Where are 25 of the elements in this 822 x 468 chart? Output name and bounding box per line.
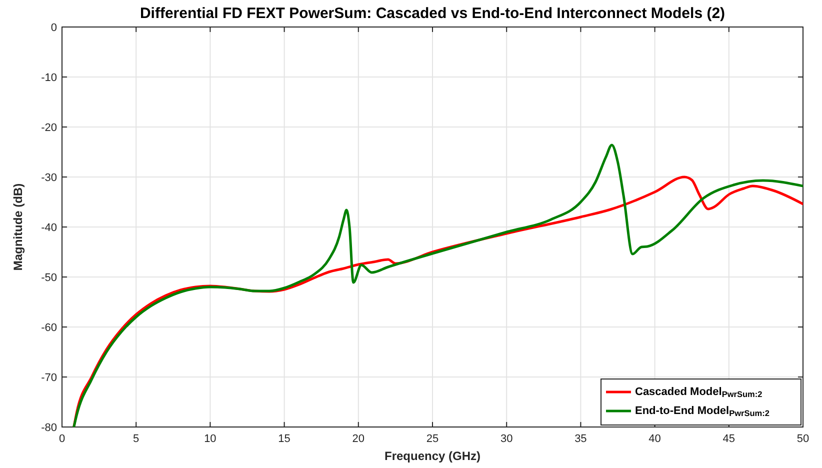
y-tick-label: -60 bbox=[41, 322, 57, 334]
y-tick-label: -30 bbox=[41, 172, 57, 184]
x-axis-title: Frequency (GHz) bbox=[384, 449, 481, 463]
y-tick-label: -20 bbox=[41, 122, 57, 134]
x-tick-label: 5 bbox=[133, 433, 140, 445]
y-tick-label: -70 bbox=[41, 372, 57, 384]
y-axis-title: Magnitude (dB) bbox=[11, 183, 25, 271]
legend-label: End-to-End Model$_{PwrSum:2}$ bbox=[635, 405, 770, 418]
x-tick-label: 45 bbox=[722, 433, 736, 445]
x-tick-label: 50 bbox=[796, 433, 810, 445]
x-tick-label: 40 bbox=[648, 433, 661, 445]
y-tick-label: -80 bbox=[41, 422, 57, 434]
x-tick-label: 30 bbox=[500, 433, 513, 445]
x-tick-label: 20 bbox=[352, 433, 365, 445]
x-tick-label: 15 bbox=[278, 433, 290, 445]
x-tick-label: 0 bbox=[58, 433, 66, 445]
y-tick-label: -50 bbox=[41, 272, 57, 284]
x-tick-label: 25 bbox=[426, 433, 439, 445]
y-tick-label: -40 bbox=[41, 222, 57, 234]
legend-label: Cascaded Model$_{PwrSum:2}$ bbox=[635, 386, 763, 400]
chart-title: Differential FD FEXT PowerSum: Cascaded vs End-to-End Interconnect Models (2) bbox=[140, 5, 726, 22]
y-tick-label: 0 bbox=[50, 22, 57, 34]
x-tick-label: 10 bbox=[204, 433, 216, 445]
y-tick-label: -10 bbox=[41, 72, 57, 84]
x-tick-label: 35 bbox=[574, 433, 587, 445]
